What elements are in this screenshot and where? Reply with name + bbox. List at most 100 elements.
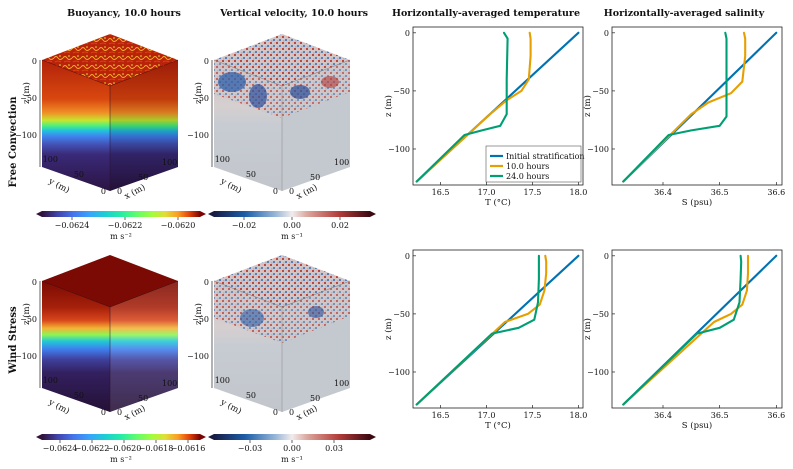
row-label-free-convection: Free Convection: [8, 96, 19, 188]
cube4-z-tick-100: −100: [187, 352, 209, 361]
cube2-y-tick-0: 0: [273, 187, 278, 196]
colorbar-velocity-free-convection: −0.02 0.00 0.02 m s⁻¹: [208, 211, 376, 241]
colorbar4-tick-2: 0.03: [325, 444, 343, 453]
velocity-cube-free-convection: [213, 34, 351, 191]
cube2-x-tick-50: 50: [310, 173, 320, 182]
colorbar4-unit: m s⁻¹: [281, 455, 303, 464]
x-tick-label: 17.5: [524, 188, 542, 197]
cube3-z-tick-0: 0: [32, 278, 37, 287]
legend: Initial stratification 10.0 hours 24.0 h…: [485, 145, 585, 183]
cube3-x-tick-100: 100: [162, 379, 177, 388]
cube3-y-tick-100: 100: [43, 376, 58, 385]
cube4-z-label: z (m): [193, 303, 204, 325]
row-label-wind-stress: Wind Stress: [8, 306, 19, 375]
colorbar3-tick-2: −0.0620: [107, 444, 142, 453]
plot-frame: [412, 249, 584, 409]
cube2-x-tick-100: 100: [334, 158, 349, 167]
cube2-x-tick-0: 0: [289, 187, 294, 196]
cube1-y-tick-0: 0: [101, 187, 106, 196]
x-tick-label: 16.5: [432, 411, 450, 420]
cube3-z-label: z (m): [21, 303, 32, 325]
y-axis-label: z (m): [582, 318, 593, 340]
colorbar1-unit: m s⁻²: [110, 232, 132, 241]
x-tick-label: 18.0: [569, 411, 587, 420]
temperature-plot-free-convection: 16.5 17.0 17.5 18.0 0 −50 −100 T (°C) z (m): [383, 26, 587, 208]
y-tick-label: 0: [604, 29, 609, 38]
colorbar1-tick-2: −0.0620: [161, 221, 196, 230]
cube3-y-label: y (m): [46, 396, 72, 417]
cube4-z-tick-50: −50: [192, 315, 209, 324]
cube4-x-tick-100: 100: [334, 379, 349, 388]
series-line-10h: [622, 254, 750, 406]
salinity-plot-free-convection: 36.4 36.5 36.6 0 −50 −100 S (psu) z (m): [582, 26, 785, 208]
cube3-z-tick-50: −50: [20, 315, 37, 324]
x-tick-label: 36.6: [767, 411, 785, 420]
cube2-z-tick-100: −100: [187, 131, 209, 140]
cube1-x-tick-0: 0: [117, 187, 122, 196]
cube3-x-tick-0: 0: [117, 408, 122, 417]
x-tick-label: 36.4: [654, 411, 672, 420]
y-axis-label: z (m): [383, 95, 394, 117]
series-line-24h: [415, 254, 540, 406]
y-tick-label: −100: [388, 145, 410, 154]
colorbar4-tick-0: −0.03: [238, 444, 263, 453]
cube1-z-tick-100: −100: [15, 131, 37, 140]
colorbar3-tick-3: −0.0618: [139, 444, 174, 453]
y-axis-label: z (m): [582, 95, 593, 117]
series-line-24h: [415, 31, 509, 183]
x-tick-label: 17.5: [524, 411, 542, 420]
y-tick-label: −50: [592, 87, 609, 96]
colorbar4-tick-1: 0.00: [283, 444, 301, 453]
colorbar1-tick-1: −0.0622: [108, 221, 143, 230]
salinity-plot-wind-stress: 36.4 36.5 36.6 0 −50 −100 S (psu) z (m): [582, 249, 785, 431]
cube3-y-tick-50: 50: [74, 391, 84, 400]
y-tick-label: −50: [393, 87, 410, 96]
cube2-z-tick-50: −50: [192, 94, 209, 103]
x-tick-label: 36.5: [711, 411, 729, 420]
x-tick-label: 17.0: [478, 188, 496, 197]
cube1-z-label: z (m): [21, 82, 32, 104]
plot-frame: [611, 249, 783, 409]
x-tick-label: 16.5: [432, 188, 450, 197]
temperature-plot-wind-stress: 16.5 17.0 17.5 18.0 0 −50 −100 T (°C) z (m): [383, 249, 587, 431]
buoyancy-cube-free-convection: [41, 34, 179, 191]
plot-frame: [611, 26, 783, 186]
cube3-y-tick-0: 0: [101, 408, 106, 417]
colorbar3-tick-4: −0.0616: [171, 444, 206, 453]
velocity-column-title: Vertical velocity, 10.0 hours: [219, 8, 368, 19]
cube2-y-tick-50: 50: [246, 170, 256, 179]
y-tick-label: 0: [405, 252, 410, 261]
colorbar1-tick-0: −0.0624: [55, 221, 90, 230]
colorbar3-unit: m s⁻²: [110, 455, 132, 464]
colorbar3-tick-0: −0.0624: [43, 444, 78, 453]
colorbar-buoyancy-wind-stress: −0.0624 −0.0622 −0.0620 −0.0618 −0.0616 …: [36, 434, 206, 464]
salinity-column-title: Horizontally-averaged salinity: [604, 8, 765, 19]
x-axis-label: S (psu): [682, 420, 712, 431]
cube3-x-tick-50: 50: [138, 394, 148, 403]
x-tick-label: 18.0: [569, 188, 587, 197]
colorbar2-unit: m s⁻¹: [281, 232, 303, 241]
x-tick-label: 36.5: [711, 188, 729, 197]
y-tick-label: −50: [592, 310, 609, 319]
y-tick-label: 0: [604, 252, 609, 261]
temperature-column-title: Horizontally-averaged temperature: [392, 8, 580, 19]
cube1-x-tick-50: 50: [138, 173, 148, 182]
series-line-24h: [622, 254, 743, 406]
y-tick-label: −100: [388, 368, 410, 377]
x-tick-label: 36.6: [767, 188, 785, 197]
cube1-y-tick-50: 50: [74, 170, 84, 179]
cube2-y-label: y (m): [218, 175, 244, 196]
cube2-z-tick-0: 0: [204, 57, 209, 66]
x-axis-label: S (psu): [682, 197, 712, 208]
x-tick-label: 36.4: [654, 188, 672, 197]
legend-label-24h: 24.0 hours: [506, 172, 549, 181]
buoyancy-cube-wind-stress: [41, 255, 179, 412]
legend-label-initial: Initial stratification: [506, 152, 585, 161]
cube3-z-tick-100: −100: [15, 352, 37, 361]
cube4-x-tick-0: 0: [289, 408, 294, 417]
series-line-10h: [622, 31, 747, 183]
y-tick-label: −100: [587, 145, 609, 154]
cube4-y-label: y (m): [218, 396, 244, 417]
cube4-y-tick-50: 50: [246, 391, 256, 400]
series-line-10h: [415, 31, 532, 183]
